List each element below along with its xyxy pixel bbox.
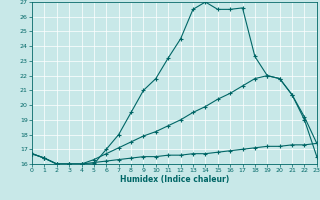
- X-axis label: Humidex (Indice chaleur): Humidex (Indice chaleur): [120, 175, 229, 184]
